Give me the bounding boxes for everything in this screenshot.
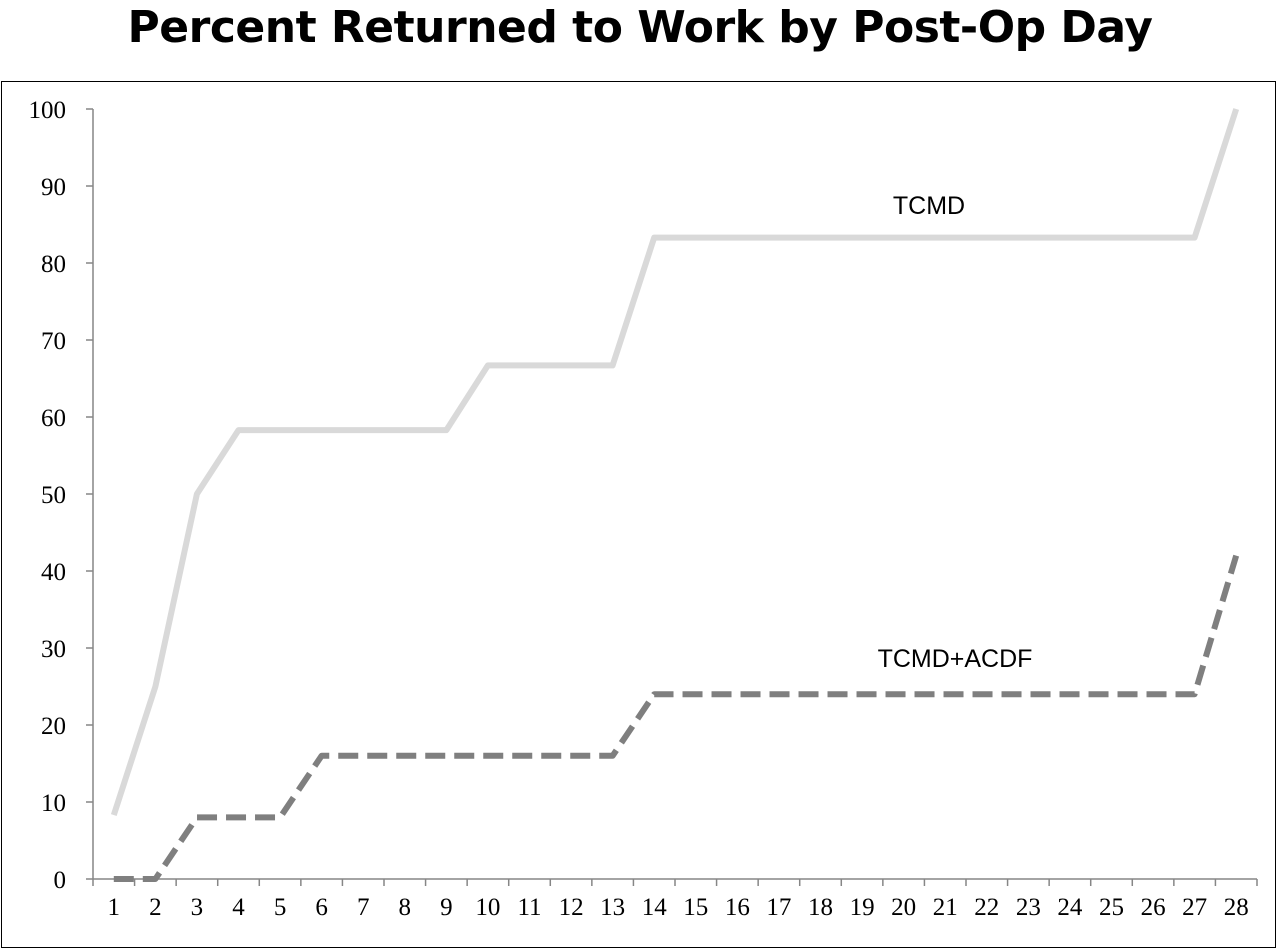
x-tick-label: 20 <box>891 894 916 921</box>
y-tick-label: 60 <box>41 405 66 432</box>
x-tick-label: 5 <box>274 894 287 921</box>
x-tick-label: 8 <box>399 894 412 921</box>
x-tick-label: 4 <box>232 894 245 921</box>
x-tick-label: 1 <box>108 894 121 921</box>
series-layer <box>110 108 1240 882</box>
x-tick-label: 21 <box>933 894 958 921</box>
plot-frame <box>1 81 1276 948</box>
x-tick-label: 13 <box>600 894 625 921</box>
y-tick-label: 30 <box>41 636 66 663</box>
x-tick-label: 24 <box>1057 894 1083 921</box>
x-tick-label: 3 <box>191 894 204 921</box>
x-tick-label: 18 <box>808 894 833 921</box>
series-label-tcmd-acdf: TCMD+ACDF <box>878 645 1033 673</box>
y-tick-label: 10 <box>41 790 66 817</box>
x-tick-label: 9 <box>440 894 453 921</box>
x-tick-label: 22 <box>974 894 999 921</box>
x-tick-label: 6 <box>315 894 328 921</box>
x-tick-label: 2 <box>149 894 162 921</box>
y-tick-label: 70 <box>41 328 66 355</box>
series-line-tcmd <box>110 108 1240 817</box>
y-tick-label: 80 <box>41 251 66 278</box>
chart-title: Percent Returned to Work by Post-Op Day <box>127 2 1153 53</box>
x-tick-label: 26 <box>1141 894 1166 921</box>
x-tick-label: 11 <box>517 894 541 921</box>
axes <box>86 108 1258 886</box>
x-tick-label: 14 <box>642 894 668 921</box>
x-tick-label: 25 <box>1099 894 1124 921</box>
y-tick-label: 20 <box>41 713 66 740</box>
y-tick-label: 40 <box>41 559 66 586</box>
x-tick-label: 17 <box>766 894 791 921</box>
series-label-tcmd: TCMD <box>893 192 965 220</box>
x-tick-label: 10 <box>475 894 500 921</box>
x-tick-label: 12 <box>559 894 584 921</box>
x-tick-label: 7 <box>357 894 370 921</box>
y-tick-label: 50 <box>41 482 66 509</box>
x-tick-label: 16 <box>725 894 750 921</box>
x-tick-label: 23 <box>1016 894 1041 921</box>
x-tick-label: 15 <box>683 894 708 921</box>
y-tick-label: 100 <box>29 97 67 124</box>
y-tick-label: 0 <box>54 867 67 894</box>
series-line-tcmd-acdf <box>113 554 1240 882</box>
y-tick-label: 90 <box>41 174 66 201</box>
x-tick-label: 28 <box>1224 894 1249 921</box>
x-tick-label: 27 <box>1182 894 1207 921</box>
x-tick-label: 19 <box>850 894 875 921</box>
